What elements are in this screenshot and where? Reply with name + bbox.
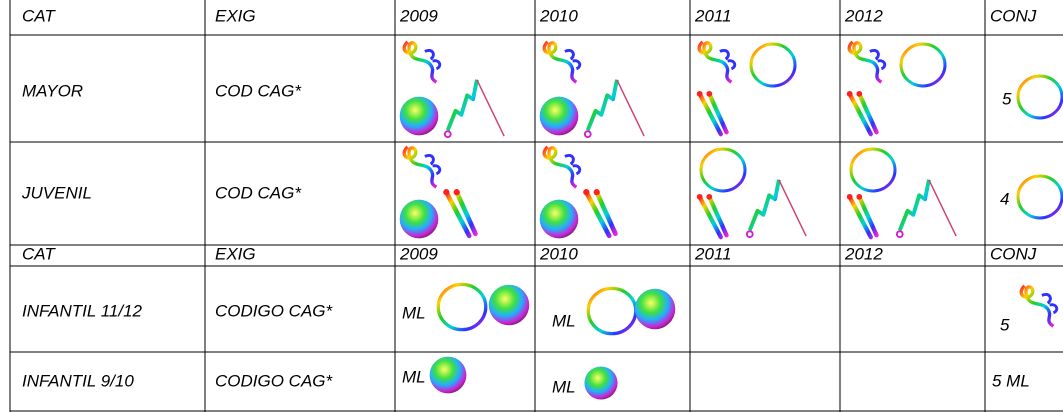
category: MAYOR <box>22 81 83 100</box>
conj-label: 5 <box>1000 315 1010 334</box>
header-cell: 2009 <box>399 244 438 263</box>
apparatus-icons <box>399 40 1063 140</box>
conj-label: 5 ML <box>992 371 1030 390</box>
cell-label: ML <box>402 367 426 386</box>
header-cell: CAT <box>22 6 56 25</box>
header-cell: 2011 <box>694 6 732 25</box>
header-cell: CAT <box>22 244 56 263</box>
header-cell: 2012 <box>844 6 883 25</box>
header-cell: 2012 <box>844 244 883 263</box>
conj-label: 5 <box>1002 89 1012 108</box>
cell-label: ML <box>552 311 576 330</box>
conj-label: 4 <box>1000 189 1009 208</box>
requirement: CODIGO CAG* <box>215 371 334 390</box>
header-cell: 2010 <box>539 244 578 263</box>
header-cell: 2009 <box>399 6 438 25</box>
header-cell: CONJ <box>990 6 1037 25</box>
apparatus-icons <box>436 282 1059 336</box>
requirement: CODIGO CAG* <box>215 301 334 320</box>
apparatus-icons <box>399 145 1063 238</box>
header-cell: EXIG <box>215 244 256 263</box>
cell-label: ML <box>552 377 576 396</box>
requirement: COD CAG* <box>215 183 302 202</box>
header-cell: EXIG <box>215 6 256 25</box>
header-cell: 2010 <box>539 6 578 25</box>
table-grid <box>9 0 1063 412</box>
apparatus-icons <box>429 356 618 400</box>
category: INFANTIL 9/10 <box>22 371 134 390</box>
category: INFANTIL 11/12 <box>22 301 143 320</box>
cell-label: ML <box>402 303 426 322</box>
header-cell: 2011 <box>694 244 732 263</box>
requirement: COD CAG* <box>215 81 302 100</box>
category: JUVENIL <box>21 183 92 202</box>
header-cell: CONJ <box>990 244 1037 263</box>
